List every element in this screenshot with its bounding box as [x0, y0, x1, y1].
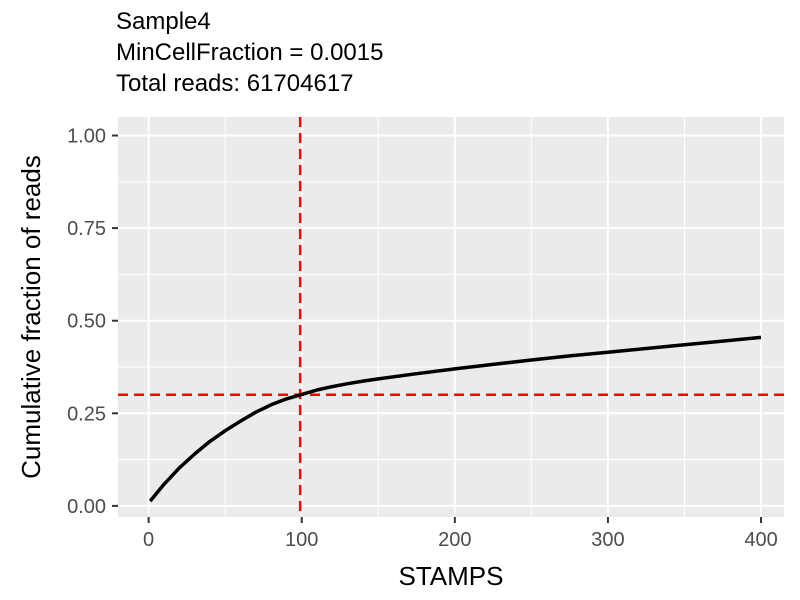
minor-grid — [118, 117, 784, 517]
x-axis: 0 100 200 300 400 — [143, 517, 778, 551]
y-tick-label: 0.00 — [67, 496, 106, 518]
y-axis-title: Cumulative fraction of reads — [16, 155, 46, 479]
y-tick-label: 1.00 — [67, 126, 106, 148]
title-line-sample: Sample4 — [116, 8, 211, 35]
y-tick-label: 0.75 — [67, 218, 106, 240]
x-tick-label: 100 — [285, 529, 318, 551]
plot-panel — [118, 117, 784, 517]
y-tick-label: 0.50 — [67, 311, 106, 333]
y-tick-label: 0.25 — [67, 403, 106, 425]
x-tick-label: 300 — [591, 529, 624, 551]
reference-lines — [118, 117, 784, 517]
y-axis: 0.00 0.25 0.50 0.75 1.00 — [67, 126, 118, 518]
x-tick-label: 0 — [143, 529, 154, 551]
cumulative-reads-line — [148, 335, 762, 503]
major-grid — [118, 117, 784, 517]
x-axis-title: STAMPS — [399, 561, 504, 591]
x-tick-label: 400 — [744, 529, 777, 551]
data-series — [148, 335, 762, 503]
title-line-total-reads: Total reads: 61704617 — [116, 70, 354, 97]
title-line-min-cell-fraction: MinCellFraction = 0.0015 — [116, 39, 384, 66]
x-tick-label: 200 — [438, 529, 471, 551]
chart-title: Sample4 MinCellFraction = 0.0015 Total r… — [116, 6, 383, 99]
